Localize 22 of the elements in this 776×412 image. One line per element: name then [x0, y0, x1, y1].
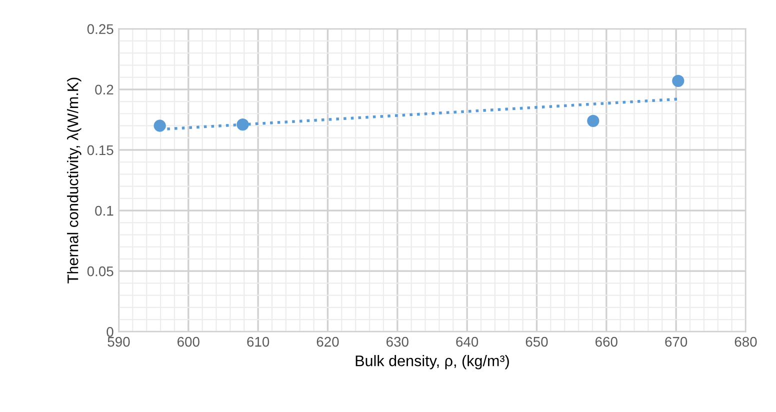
- y-tick-label: 0.25: [87, 24, 114, 34]
- point: [236, 118, 249, 131]
- y-tick-label: 0: [106, 326, 114, 337]
- x-tick-label: 620: [316, 336, 339, 347]
- point: [587, 114, 600, 127]
- x-tick-label: 650: [526, 336, 548, 347]
- x-tick-label: 680: [734, 336, 757, 347]
- x-tick-label: 640: [456, 336, 478, 347]
- y-tick-label: 0.15: [87, 145, 114, 156]
- x-tick-label: 610: [247, 336, 270, 347]
- x-axis-title: Bulk density, ρ, (kg/m³): [356, 355, 509, 370]
- point: [672, 74, 684, 87]
- x-tick-label: 670: [665, 336, 688, 347]
- x-tick-label: 660: [596, 336, 618, 347]
- x-tick-label: 590: [108, 336, 130, 347]
- y-tick-label: 0.2: [95, 84, 114, 95]
- y-axis-title: Thernal conductivity, λ(W/m.K): [67, 78, 82, 284]
- y-tick-label: 0.1: [95, 206, 114, 216]
- point: [154, 120, 166, 132]
- x-tick-label: 630: [386, 336, 408, 347]
- y-tick-label: 0.05: [87, 266, 114, 276]
- x-tick-label: 600: [178, 336, 200, 347]
